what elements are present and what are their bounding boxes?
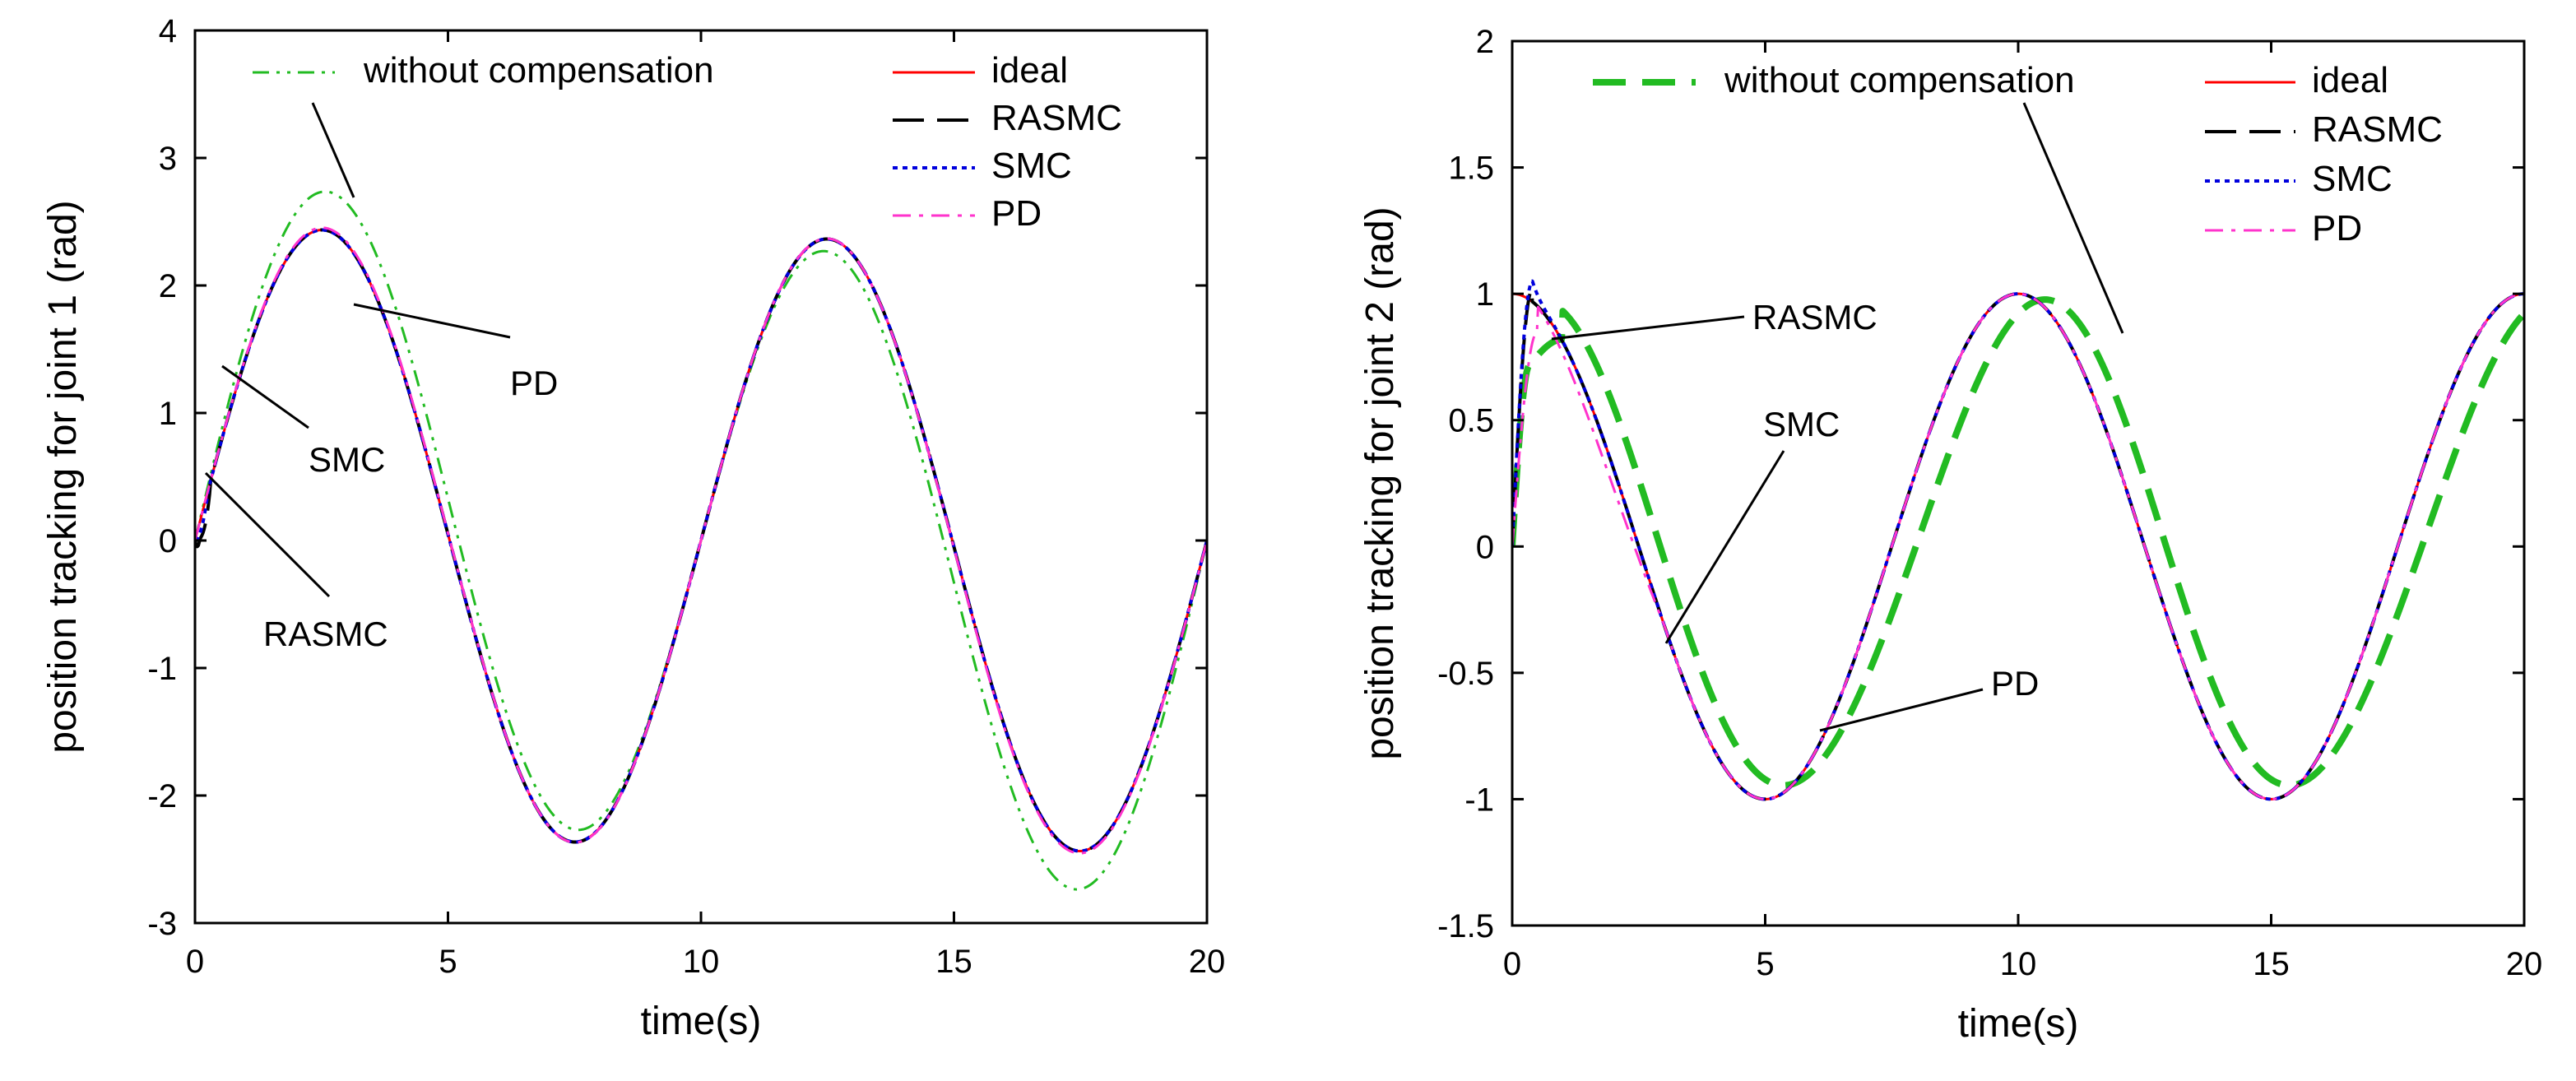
y-tick-label: 3: [159, 141, 177, 177]
legend-label: SMC: [991, 146, 1072, 186]
series-line-smc: [195, 228, 1207, 853]
legend-label: without compensation: [363, 50, 714, 90]
x-tick-label: 20: [1189, 944, 1226, 980]
y-tick-label: -1: [1464, 782, 1494, 818]
y-tick-label: 0: [1476, 529, 1494, 565]
x-tick-label: 10: [683, 944, 720, 980]
series-line-ideal: [1512, 292, 2524, 800]
legend-label: PD: [991, 193, 1042, 234]
annotation-label: RASMC: [263, 615, 388, 653]
x-tick-label: 15: [2253, 946, 2290, 982]
x-axis-label: time(s): [641, 1000, 762, 1043]
series-group: [195, 190, 1207, 891]
legend-label: ideal: [991, 50, 1068, 90]
legend-label: SMC: [2312, 159, 2393, 199]
annotation-line: [204, 471, 331, 598]
y-tick-label: 2: [1476, 24, 1494, 60]
y-tick-label: -2: [147, 778, 177, 814]
annotation-label: PD: [510, 364, 558, 402]
y-tick-label: -0.5: [1437, 656, 1494, 692]
legend-label: PD: [2312, 208, 2362, 248]
legend-label: RASMC: [991, 98, 1122, 138]
legend: without compensation ideal RASMC SMC PD: [1593, 60, 2443, 248]
series-line-without-compensation: [1512, 296, 2524, 789]
chart-1: 0 5 10 15 20 -3 -2 -1 0 1 2 3 4 time(s) position track…: [41, 13, 1225, 1043]
annotation-label: PD: [1991, 664, 2039, 703]
annotation-label: RASMC: [1752, 298, 1877, 336]
series-group: [1512, 279, 2524, 801]
y-tick-label: -3: [147, 906, 177, 942]
y-tick-label: -1.5: [1437, 908, 1494, 944]
x-tick-label: 10: [2000, 946, 2037, 982]
annotation-line: [1551, 315, 1745, 341]
y-tick-label: 2: [159, 268, 177, 304]
annotation-line: [1664, 450, 1785, 644]
legend-label: RASMC: [2312, 109, 2443, 150]
y-tick-label: 1: [1476, 276, 1494, 313]
y-tick-label: 0.5: [1448, 403, 1494, 439]
x-tick-label: 5: [1756, 946, 1774, 982]
y-tick-label: 1: [159, 396, 177, 432]
series-line-pd: [1512, 292, 2524, 800]
series-line-rasmc: [1512, 288, 2524, 801]
legend-label: ideal: [2312, 60, 2388, 100]
annotation-line: [1819, 688, 1984, 732]
series-line-smc: [1512, 279, 2524, 801]
y-axis-label: position tracking for joint 1 (rad): [41, 200, 85, 753]
x-tick-label: 0: [186, 944, 204, 980]
y-tick-label: 4: [159, 13, 177, 49]
legend: without compensation ideal RASMC SMC PD: [253, 50, 1122, 234]
y-tick-label: 1.5: [1448, 151, 1494, 187]
x-tick-label: 20: [2506, 946, 2543, 982]
x-tick-label: 0: [1503, 946, 1521, 982]
annotation-line: [353, 303, 511, 339]
annotation-line: [2022, 102, 2124, 334]
annotation-line: [311, 102, 355, 198]
legend-label: without compensation: [1724, 60, 2075, 100]
x-tick-label: 5: [439, 944, 457, 980]
chart-2: 0 5 10 15 20 -1.5 -1 -0.5 0 0.5 1 1.5 2 time(s) positi…: [1358, 24, 2542, 1046]
annotation-label: SMC: [1763, 405, 1840, 443]
x-tick-label: 15: [935, 944, 972, 980]
series-line-pd: [195, 226, 1207, 855]
y-axis-label: position tracking for joint 2 (rad): [1358, 206, 1402, 759]
annotation-label: SMC: [309, 440, 385, 479]
x-axis-label: time(s): [1958, 1002, 2079, 1046]
y-tick-label: 0: [159, 523, 177, 559]
annotation-line: [221, 364, 309, 429]
annotations: PD SMC RASMC: [204, 102, 558, 653]
annotations: RASMC SMC PD: [1551, 102, 2124, 732]
y-tick-label: -1: [147, 651, 177, 687]
